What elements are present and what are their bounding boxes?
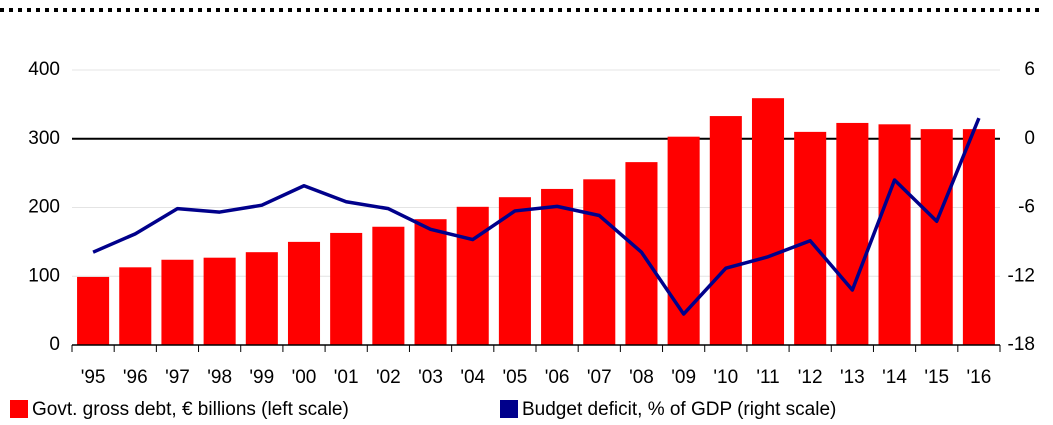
- x-tick-label: '16: [967, 367, 992, 388]
- bar: [583, 179, 616, 345]
- x-tick-label: '03: [418, 367, 443, 388]
- x-tick-label: '96: [123, 367, 148, 388]
- x-tick-label: '12: [798, 367, 823, 388]
- bar: [751, 98, 785, 345]
- x-tick-label: '01: [334, 367, 359, 388]
- x-tick-label: '98: [207, 367, 232, 388]
- y-tick-label: 300: [28, 128, 60, 149]
- x-tick-label: '99: [249, 367, 274, 388]
- line: [92, 117, 981, 316]
- y-tick-label: 100: [28, 265, 60, 286]
- x-tick-label: '11: [756, 367, 779, 388]
- bar: [962, 129, 995, 345]
- y2-tick-label: 0: [1024, 128, 1035, 149]
- legend-swatch: [500, 400, 518, 418]
- bar: [119, 267, 152, 345]
- y-tick-label: 200: [28, 197, 60, 218]
- x-tick-label: '05: [503, 367, 528, 388]
- bar: [541, 188, 574, 345]
- y2-tick-label: -18: [1008, 334, 1035, 355]
- x-tick-label: '10: [713, 367, 738, 388]
- x-tick-label: '95: [81, 367, 106, 388]
- bar: [667, 136, 700, 345]
- y2-tick-label: 6: [1024, 59, 1035, 80]
- y-tick-label: 400: [28, 59, 60, 80]
- x-tick-label: '07: [587, 367, 612, 388]
- x-tick-label: '97: [165, 367, 190, 388]
- bar: [203, 257, 236, 345]
- legend-swatch: [10, 400, 28, 418]
- x-tick-label: '06: [545, 367, 570, 388]
- bar: [794, 131, 827, 345]
- x-tick-label: '04: [460, 367, 485, 388]
- x-tick-label: '13: [840, 367, 865, 388]
- bar: [161, 259, 194, 345]
- legend-label: Budget deficit, % of GDP (right scale): [522, 399, 836, 420]
- bar: [709, 116, 742, 345]
- y2-tick-label: -12: [1008, 265, 1035, 286]
- bar: [330, 232, 363, 345]
- y2-tick-label: -6: [1018, 197, 1035, 218]
- x-tick-label: '08: [629, 367, 654, 388]
- bar: [245, 252, 278, 345]
- y-tick-label: 0: [49, 334, 60, 355]
- x-tick-label: '14: [882, 367, 907, 388]
- x-tick-label: '00: [292, 367, 317, 388]
- bar: [878, 124, 911, 345]
- bar: [287, 241, 321, 345]
- x-tick-label: '02: [376, 367, 401, 388]
- x-tick-label: '15: [924, 367, 949, 388]
- bar: [77, 276, 110, 345]
- legend-label: Govt. gross debt, € billions (left scale…: [32, 399, 349, 420]
- bar: [372, 226, 405, 345]
- x-tick-label: '09: [671, 367, 696, 388]
- bar: [414, 219, 447, 345]
- bar: [498, 197, 531, 345]
- bar: [836, 122, 869, 345]
- bar: [920, 129, 953, 345]
- bar: [456, 206, 489, 345]
